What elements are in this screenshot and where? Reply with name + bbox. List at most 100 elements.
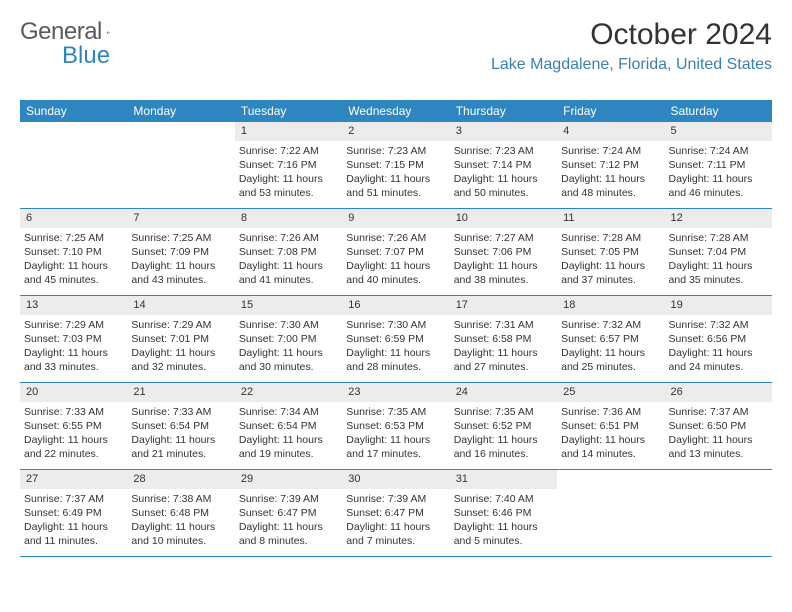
day-number: 5 <box>665 122 772 141</box>
sunrise-text: Sunrise: 7:30 AM <box>239 318 338 332</box>
sunrise-text: Sunrise: 7:25 AM <box>24 231 123 245</box>
calendar-day: 29Sunrise: 7:39 AMSunset: 6:47 PMDayligh… <box>235 470 342 556</box>
calendar-day: 18Sunrise: 7:32 AMSunset: 6:57 PMDayligh… <box>557 296 664 382</box>
sunrise-text: Sunrise: 7:23 AM <box>346 144 445 158</box>
day-number: 10 <box>450 209 557 228</box>
day-number: 17 <box>450 296 557 315</box>
sunset-text: Sunset: 7:09 PM <box>131 245 230 259</box>
daylight-text: Daylight: 11 hours and 19 minutes. <box>239 433 338 461</box>
day-number: 25 <box>557 383 664 402</box>
sunrise-text: Sunrise: 7:26 AM <box>346 231 445 245</box>
calendar-day: 13Sunrise: 7:29 AMSunset: 7:03 PMDayligh… <box>20 296 127 382</box>
calendar-day: 14 Sunrise: 7:29 AMSunset: 7:01 PMDayligh… <box>127 296 234 382</box>
sunrise-text: Sunrise: 7:35 AM <box>454 405 553 419</box>
sunrise-text: Sunrise: 7:31 AM <box>454 318 553 332</box>
calendar-week: 20Sunrise: 7:33 AMSunset: 6:55 PMDayligh… <box>20 383 772 470</box>
sunrise-text: Sunrise: 7:38 AM <box>131 492 230 506</box>
day-number: 8 <box>235 209 342 228</box>
sunset-text: Sunset: 7:11 PM <box>669 158 768 172</box>
day-number: 4 <box>557 122 664 141</box>
day-number: 12 <box>665 209 772 228</box>
sunrise-text: Sunrise: 7:27 AM <box>454 231 553 245</box>
sunrise-text: Sunrise: 7:23 AM <box>454 144 553 158</box>
day-number: 28 <box>127 470 234 489</box>
day-number: 18 <box>557 296 664 315</box>
daylight-text: Daylight: 11 hours and 37 minutes. <box>561 259 660 287</box>
sunset-text: Sunset: 7:01 PM <box>131 332 230 346</box>
day-number: 9 <box>342 209 449 228</box>
calendar-day: 15Sunrise: 7:30 AMSunset: 7:00 PMDayligh… <box>235 296 342 382</box>
day-number: 23 <box>342 383 449 402</box>
day-number: 29 <box>235 470 342 489</box>
daylight-text: Daylight: 11 hours and 27 minutes. <box>454 346 553 374</box>
sunrise-text: Sunrise: 7:39 AM <box>239 492 338 506</box>
calendar-day <box>665 470 772 556</box>
calendar-day: 20 Sunrise: 7:33 AMSunset: 6:55 PMDayligh… <box>20 383 127 469</box>
sunset-text: Sunset: 7:10 PM <box>24 245 123 259</box>
sunset-text: Sunset: 7:16 PM <box>239 158 338 172</box>
sunset-text: Sunset: 6:55 PM <box>24 419 123 433</box>
day-header: Thursday <box>450 100 557 122</box>
sunrise-text: Sunrise: 7:33 AM <box>24 405 123 419</box>
logo-sail-icon <box>106 22 110 42</box>
sunset-text: Sunset: 7:07 PM <box>346 245 445 259</box>
sunrise-text: Sunrise: 7:24 AM <box>561 144 660 158</box>
sunrise-text: Sunrise: 7:28 AM <box>561 231 660 245</box>
day-header-row: SundayMondayTuesdayWednesdayThursdayFrid… <box>20 100 772 122</box>
day-number: 1 <box>235 122 342 141</box>
sunrise-text: Sunrise: 7:33 AM <box>131 405 230 419</box>
calendar-day: 1Sunrise: 7:22 AMSunset: 7:16 PMDaylight… <box>235 122 342 208</box>
calendar-week: 13 Sunrise: 7:29 AM Sunset: 7:03 PM Dayligh… <box>20 296 772 383</box>
daylight-text: Daylight: 11 hours and 11 minutes. <box>24 520 123 548</box>
title-block: October 2024 Lake Magdalene, Florida, Un… <box>491 18 772 74</box>
daylight-text: Daylight: 11 hours and 32 minutes. <box>131 346 230 374</box>
calendar-week: 6Sunrise: 7:25 AMSunset: 7:10 PMDaylight… <box>20 209 772 296</box>
day-number: 14 <box>127 296 234 315</box>
day-number: 30 <box>342 470 449 489</box>
sunrise-text: Sunrise: 7:39 AM <box>346 492 445 506</box>
sunrise-text: Sunrise: 7:32 AM <box>669 318 768 332</box>
daylight-text: Daylight: 11 hours and 45 minutes. <box>24 259 123 287</box>
daylight-text: Daylight: 11 hours and 14 minutes. <box>561 433 660 461</box>
sunset-text: Sunset: 7:03 PM <box>24 332 123 346</box>
day-header: Friday <box>557 100 664 122</box>
sunset-text: Sunset: 6:47 PM <box>346 506 445 520</box>
daylight-text: Daylight: 11 hours and 13 minutes. <box>669 433 768 461</box>
calendar-day <box>20 122 127 208</box>
calendar-day: 10Sunrise: 7:27 AMSunset: 7:06 PMDayligh… <box>450 209 557 295</box>
daylight-text: Daylight: 11 hours and 8 minutes. <box>239 520 338 548</box>
calendar-day: 31Sunrise: 7:40 AMSunset: 6:46 PMDayligh… <box>450 470 557 556</box>
sunset-text: Sunset: 7:08 PM <box>239 245 338 259</box>
day-header: Tuesday <box>235 100 342 122</box>
day-number: 22 <box>235 383 342 402</box>
sunset-text: Sunset: 6:58 PM <box>454 332 553 346</box>
daylight-text: Daylight: 11 hours and 35 minutes. <box>669 259 768 287</box>
calendar-day: 23Sunrise: 7:35 AMSunset: 6:53 PMDayligh… <box>342 383 449 469</box>
daylight-text: Daylight: 11 hours and 24 minutes. <box>669 346 768 374</box>
logo-text-blue: Blue <box>62 42 110 70</box>
sunrise-text: Sunrise: 7:29 AM <box>131 318 230 332</box>
sunset-text: Sunset: 6:56 PM <box>669 332 768 346</box>
daylight-text: Daylight: 11 hours and 22 minutes. <box>24 433 123 461</box>
calendar-day: 21Sunrise: 7:33 AMSunset: 6:54 PMDayligh… <box>127 383 234 469</box>
sunset-text: Sunset: 7:12 PM <box>561 158 660 172</box>
daylight-text: Daylight: 11 hours and 7 minutes. <box>346 520 445 548</box>
sunset-text: Sunset: 7:05 PM <box>561 245 660 259</box>
calendar-day <box>127 122 234 208</box>
sunset-text: Sunset: 6:49 PM <box>24 506 123 520</box>
calendar-day: 17 Sunrise: 7:31 AMSunset: 6:58 PMDayligh… <box>450 296 557 382</box>
day-number: 16 <box>342 296 449 315</box>
daylight-text: Daylight: 11 hours and 53 minutes. <box>239 172 338 200</box>
calendar-day: 3Sunrise: 7:23 AMSunset: 7:14 PMDaylight… <box>450 122 557 208</box>
day-number: 6 <box>20 209 127 228</box>
sunset-text: Sunset: 7:04 PM <box>669 245 768 259</box>
calendar-day: 24Sunrise: 7:35 AMSunset: 6:52 PMDayligh… <box>450 383 557 469</box>
sunset-text: Sunset: 6:48 PM <box>131 506 230 520</box>
sunrise-text: Sunrise: 7:37 AM <box>669 405 768 419</box>
day-number: 20 <box>20 383 127 402</box>
month-title: October 2024 <box>491 18 772 52</box>
daylight-text: Daylight: 11 hours and 50 minutes. <box>454 172 553 200</box>
day-number: 13 <box>20 296 127 315</box>
daylight-text: Daylight: 11 hours and 38 minutes. <box>454 259 553 287</box>
day-number: 3 <box>450 122 557 141</box>
